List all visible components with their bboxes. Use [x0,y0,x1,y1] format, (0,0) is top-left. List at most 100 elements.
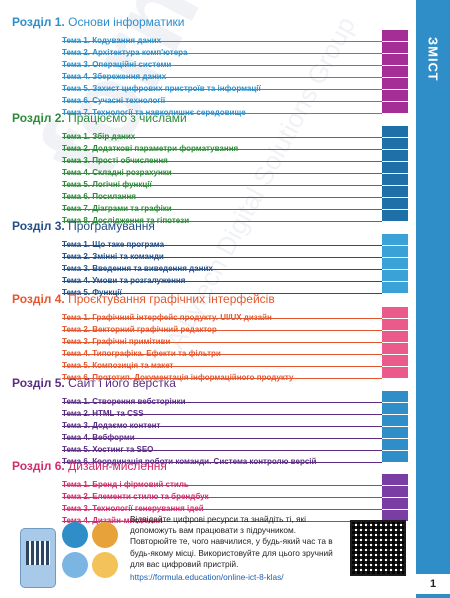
phone-icon [20,528,56,588]
toc-topic-row[interactable]: Тема 5. Захист цифрових пристроїв та інф… [62,78,408,93]
toc-topic-row[interactable]: Тема 3. Введення та виведення даних [62,258,408,273]
topic-tab [382,30,408,41]
toc-section: Розділ 3. Програмування Тема 1. Що таке п… [12,218,408,297]
topic-tab [382,102,408,113]
toc-topic-row[interactable]: Тема 3. Додаємо контент [62,415,408,430]
section-number: Розділ 4. [12,292,65,306]
topic-label: Тема 1. Що таке програма [62,240,165,249]
section-number: Розділ 3. [12,219,65,233]
topic-label: Тема 6. Посилання [62,192,136,201]
topic-tab [382,367,408,378]
topic-tab [382,319,408,330]
topic-tab [382,343,408,354]
toc-topic-row[interactable]: Тема 1. Що таке програма [62,234,408,249]
topic-label: Тема 2. Елементи стилю та брендбук [62,492,209,501]
topic-tab [382,66,408,77]
tablet-icon [62,552,88,578]
toc-topic-row[interactable]: Тема 2. Додаткові параметри форматування [62,138,408,153]
toc-topic-row[interactable]: Тема 4. Складні розрахунки [62,162,408,177]
devices-illustration [12,516,122,596]
qr-code [350,520,406,576]
resources-text: Відвідайте цифрові ресурси та знайдіть т… [130,514,333,569]
toc-topic-row[interactable]: Тема 1. Бренд і фірмовий стиль [62,474,408,489]
topic-tab [382,150,408,161]
sidebar-title: ЗМІСТ [425,36,441,82]
toc-topic-row[interactable]: Тема 8. Дослідження та гіпотези [62,210,408,225]
toc-topic-row[interactable]: Тема 6. Посилання [62,186,408,201]
toc-topic-row[interactable]: Тема 5. Логічні функції [62,174,408,189]
topic-label: Тема 3. Графічні примітиви [62,337,171,346]
topic-label: Тема 4. Умови та розгалуження [62,276,186,285]
topic-tab [382,355,408,366]
topic-tab [382,307,408,318]
toc-topic-row[interactable]: Тема 2. Змінні та команди [62,246,408,261]
toc-topic-row[interactable]: Тема 1. Збір даних [62,126,408,141]
toc-topic-row[interactable]: Тема 3. Технології генерування ідей [62,498,408,513]
section-heading: Розділ 4. Проєктування графічних інтерфе… [12,291,406,307]
laptop-icon [62,522,88,548]
section-title: Основи інформатики [68,15,185,29]
topic-tab [382,270,408,281]
toc-topic-row[interactable]: Тема 4. Збереження даних [62,66,408,81]
topic-label: Тема 4. Вебформи [62,433,135,442]
topic-tab [382,282,408,293]
topic-tab [382,258,408,269]
toc-topic-row[interactable]: Тема 1. Кодування даних [62,30,408,45]
section-heading: Розділ 5. Сайт і його верстка [12,375,406,391]
topic-tab [382,42,408,53]
section-title: Працюємо з числами [68,111,187,125]
toc-topic-row[interactable]: Тема 2. HTML та CSS [62,403,408,418]
toc-topic-row[interactable]: Тема 6. Сучасні технології [62,90,408,105]
toc-topic-row[interactable]: Тема 4. Дизайн-мислення [62,510,408,525]
resources-link[interactable]: https://formula.education/online-ict-8-k… [130,572,284,583]
section-title: Дизайн-мислення [68,459,167,473]
topic-tab [382,486,408,497]
topic-label: Тема 4. Збереження даних [62,72,167,81]
toc-topic-row[interactable]: Тема 5. Композиція та макет [62,355,408,370]
toc-topic-row[interactable]: Тема 3. Операційні системи [62,54,408,69]
topic-label: Тема 1. Графічний інтерфейс продукту. UI… [62,313,272,322]
toc-section: Розділ 5. Сайт і його верстка Тема 1. Ств… [12,375,408,466]
section-number: Розділ 2. [12,111,65,125]
section-heading: Розділ 1. Основи інформатики [12,14,406,30]
folder-icon [92,522,118,548]
topic-label: Тема 5. Хостинг та SEO [62,445,154,454]
topic-label: Тема 1. Бренд і фірмовий стиль [62,480,189,489]
toc-topic-row[interactable]: Тема 5. Хостинг та SEO [62,439,408,454]
topic-label: Тема 2. Векторний графічний редактор [62,325,217,334]
toc-topic-row[interactable]: Тема 4. Умови та розгалуження [62,270,408,285]
topic-tab [382,234,408,245]
toc-topic-row[interactable]: Тема 4. Типографіка. Ефекти та фільтри [62,343,408,358]
toc-topic-row[interactable]: Тема 6. Координація роботи команди. Сист… [62,451,408,466]
toc-topic-row[interactable]: Тема 1. Створення вебсторінки [62,391,408,406]
toc-topic-row[interactable]: Тема 3. Графічні примітиви [62,331,408,346]
topic-tab [382,474,408,485]
toc-topic-row[interactable]: Тема 7. Технології та навколишнє середов… [62,102,408,117]
topic-tab [382,210,408,221]
toc-topic-row[interactable]: Тема 2. Векторний графічний редактор [62,319,408,334]
toc-topic-row[interactable]: Тема 2. Архітектура комп'ютера [62,42,408,57]
topic-tab [382,391,408,402]
toc-topic-row[interactable]: Тема 1. Графічний інтерфейс продукту. UI… [62,307,408,322]
toc-section: Розділ 6. Дизайн-мислення Тема 1. Бренд і… [12,458,408,525]
topic-label: Тема 5. Функції [62,288,122,297]
topic-label: Тема 6. Координація роботи команди. Сист… [62,457,317,466]
toc-topic-row[interactable]: Тема 2. Елементи стилю та брендбук [62,486,408,501]
toc-topic-row[interactable]: Тема 3. Прості обчислення [62,150,408,165]
topic-label: Тема 3. Введення та виведення даних [62,264,213,273]
section-title: Сайт і його верстка [68,376,176,390]
topic-label: Тема 7. Технології та навколишнє середов… [62,108,246,117]
qr-code-icon [26,541,50,565]
topic-tab [382,90,408,101]
topic-label: Тема 2. HTML та CSS [62,409,144,418]
topic-label: Тема 3. Прості обчислення [62,156,168,165]
topic-label: Тема 1. Збір даних [62,132,136,141]
topic-tab [382,415,408,426]
topic-label: Тема 3. Додаємо контент [62,421,161,430]
toc-topic-row[interactable]: Тема 7. Діаграми та графіки [62,198,408,213]
toc-topic-row[interactable]: Тема 4. Вебформи [62,427,408,442]
topic-label: Тема 3. Операційні системи [62,60,172,69]
toc-topic-row[interactable]: Тема 5. Функції [62,282,408,297]
section-title: Проєктування графічних інтерфейсів [68,292,275,306]
toc-topic-row[interactable]: Тема 6. Прототип. Документація інформаці… [62,367,408,382]
